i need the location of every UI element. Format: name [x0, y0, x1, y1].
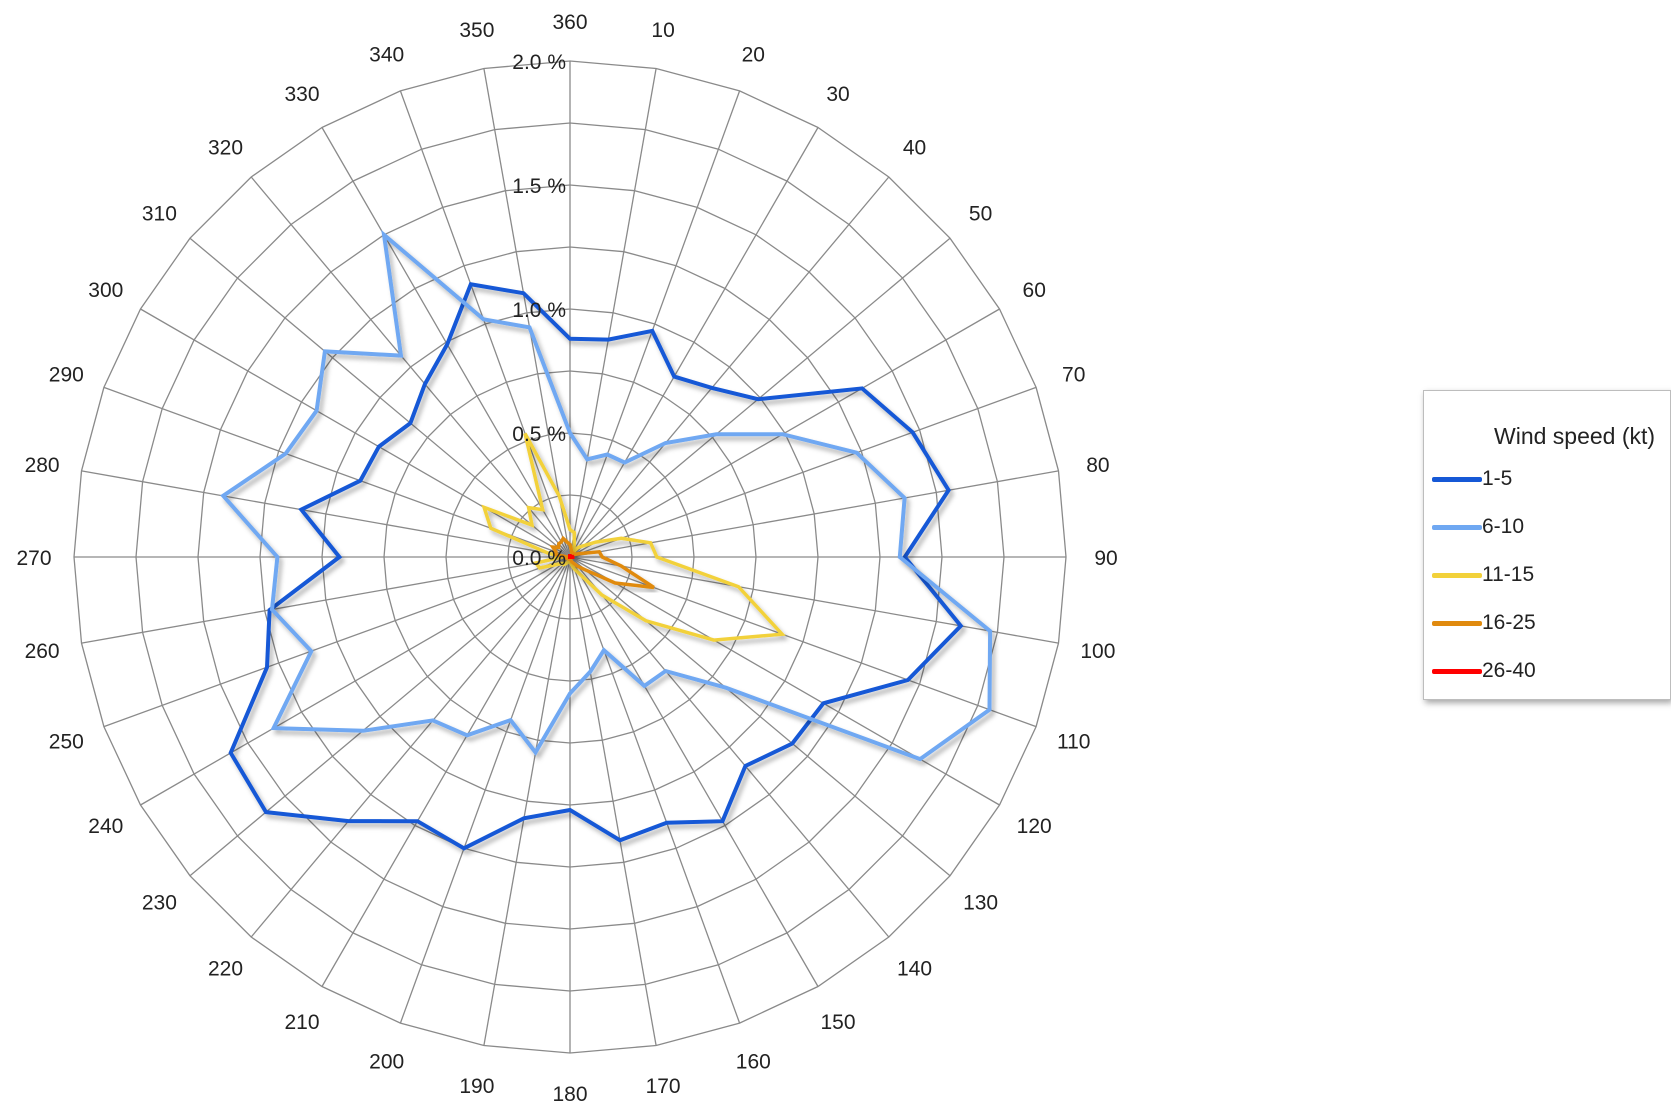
grid-spoke	[569, 386, 1037, 558]
direction-label: 350	[459, 19, 494, 42]
legend-swatch-11-15	[1432, 572, 1482, 578]
grid-spoke	[483, 68, 571, 558]
series-line-1-5	[228, 282, 964, 851]
radial-tick-label: 2.0 %	[512, 51, 566, 74]
direction-label: 140	[897, 958, 932, 981]
grid-spoke	[103, 556, 571, 728]
grid-spoke	[569, 556, 951, 877]
grid-spoke	[569, 556, 890, 938]
label-layer: 360 10 20 30 40 50 60 70 80 90 100 110 120 130 140 150 1…	[16, 11, 1117, 1105]
direction-label: 180	[552, 1083, 587, 1105]
grid-spoke	[189, 237, 571, 558]
radial-tick-label: 0.5 %	[512, 423, 566, 446]
grid-spoke	[569, 176, 890, 558]
grid-spoke	[250, 556, 571, 938]
direction-label: 290	[49, 364, 84, 387]
direction-label: 230	[142, 892, 177, 915]
grid-spoke	[140, 556, 571, 806]
direction-label: 170	[646, 1075, 681, 1098]
legend-label-16-25: 16-25	[1482, 611, 1536, 634]
grid-spoke	[569, 556, 741, 1024]
direction-label: 280	[25, 454, 60, 477]
direction-label: 150	[820, 1011, 855, 1034]
direction-label: 160	[736, 1051, 771, 1074]
grid-spoke	[321, 556, 571, 987]
series-layer	[220, 229, 993, 851]
grid-spoke	[569, 556, 1000, 806]
grid-spoke	[569, 556, 819, 987]
legend-item-6-10: 6-10	[1432, 512, 1524, 542]
direction-label: 30	[826, 83, 849, 106]
direction-label: 110	[1057, 730, 1090, 753]
grid-spoke	[483, 556, 571, 1046]
grid-spoke	[399, 90, 571, 558]
direction-label: 50	[969, 203, 992, 226]
grid-spoke	[569, 68, 657, 558]
grid-spoke	[569, 127, 819, 558]
direction-label: 90	[1094, 547, 1117, 570]
legend-label-6-10: 6-10	[1482, 515, 1525, 538]
grid-spoke	[81, 556, 571, 644]
legend-label-1-5: 1-5	[1482, 467, 1513, 490]
legend-swatch-16-25	[1432, 620, 1482, 626]
legend-item-26-40: 26-40	[1432, 656, 1536, 686]
direction-label: 80	[1086, 454, 1109, 477]
legend-item-11-15: 11-15	[1432, 560, 1534, 590]
legend-item-1-5: 1-5	[1432, 464, 1512, 494]
direction-label: 300	[88, 279, 123, 302]
series-line-26-40	[567, 552, 576, 561]
series-line-6-10	[220, 229, 993, 762]
direction-label: 260	[25, 640, 60, 663]
grid-spoke	[189, 556, 571, 877]
direction-label: 240	[88, 815, 123, 838]
grid-spoke	[81, 470, 571, 558]
direction-label: 40	[903, 136, 926, 159]
direction-label: 220	[208, 958, 243, 981]
legend-swatch-6-10	[1432, 524, 1482, 530]
direction-label: 190	[459, 1075, 494, 1098]
grid-spoke	[569, 90, 741, 558]
direction-label: 130	[963, 892, 998, 915]
grid-spoke	[140, 308, 571, 558]
direction-label: 270	[16, 547, 51, 570]
legend: Wind speed (kt) 1-5 6-10 11-15 16-25 26-…	[1423, 390, 1671, 700]
direction-label: 330	[284, 83, 319, 106]
direction-label: 310	[142, 203, 177, 226]
direction-label: 360	[552, 11, 587, 34]
direction-label: 200	[369, 1051, 404, 1074]
direction-label: 10	[651, 19, 674, 42]
radial-tick-label: 1.5 %	[512, 175, 566, 198]
legend-swatch-26-40	[1432, 668, 1482, 674]
direction-label: 340	[369, 43, 404, 66]
grid-spoke	[399, 556, 571, 1024]
direction-label: 70	[1062, 364, 1085, 387]
legend-item-16-25: 16-25	[1432, 608, 1536, 638]
direction-label: 100	[1080, 640, 1115, 663]
legend-label-11-15: 11-15	[1482, 563, 1535, 586]
legend-swatch-1-5	[1432, 476, 1482, 482]
legend-title: Wind speed (kt)	[1494, 423, 1656, 449]
direction-label: 60	[1023, 279, 1046, 302]
radial-tick-label: 1.0 %	[512, 299, 566, 322]
grid-spoke	[569, 556, 1037, 728]
direction-label: 250	[49, 730, 84, 753]
grid-spoke	[569, 556, 1059, 644]
grid-spoke	[569, 556, 657, 1046]
grid-spoke	[250, 176, 571, 558]
direction-label: 210	[284, 1011, 319, 1034]
direction-label: 320	[208, 136, 243, 159]
direction-label: 20	[742, 43, 765, 66]
direction-label: 120	[1017, 815, 1052, 838]
legend-label-26-40: 26-40	[1482, 659, 1536, 682]
radial-tick-label: 0.0 %	[512, 547, 566, 570]
